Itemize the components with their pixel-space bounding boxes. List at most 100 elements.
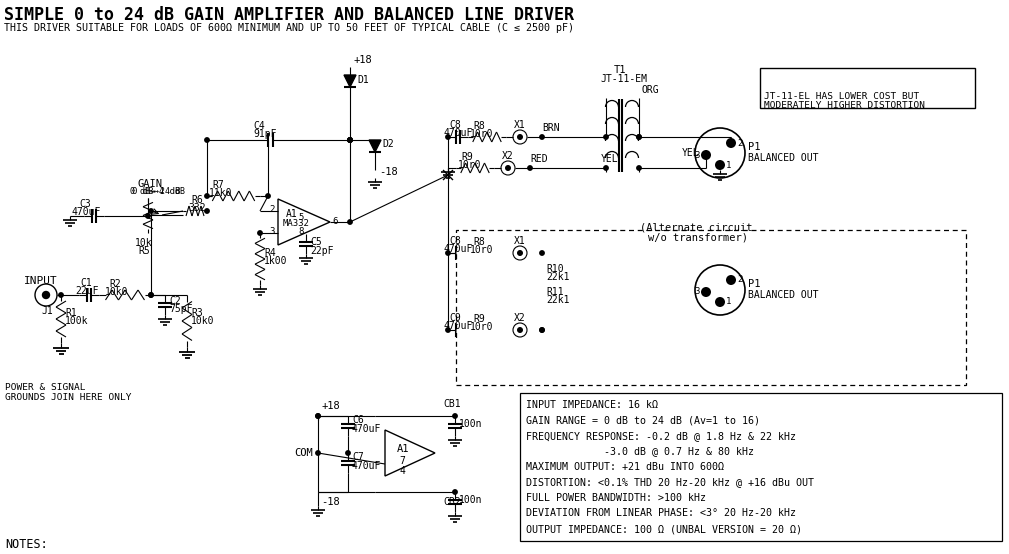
Circle shape (346, 451, 350, 455)
Circle shape (603, 166, 608, 170)
Text: FREQUENCY RESPONSE: -0.2 dB @ 1.8 Hz & 22 kHz: FREQUENCY RESPONSE: -0.2 dB @ 1.8 Hz & 2… (526, 431, 796, 441)
Text: 470uF: 470uF (352, 424, 381, 434)
Text: C3: C3 (79, 199, 91, 209)
Text: R2: R2 (109, 279, 121, 289)
Circle shape (637, 166, 641, 170)
Text: 5: 5 (298, 213, 304, 223)
Text: D2: D2 (382, 139, 394, 149)
Circle shape (348, 220, 352, 224)
Text: MODERATELY HIGHER DISTORTION: MODERATELY HIGHER DISTORTION (764, 101, 925, 110)
Text: GAIN: GAIN (138, 179, 163, 189)
Text: 8: 8 (298, 228, 304, 237)
Text: 22pF: 22pF (310, 246, 334, 256)
Text: R10: R10 (546, 264, 564, 274)
Text: 100k: 100k (65, 316, 89, 326)
Text: 470uF: 470uF (443, 244, 472, 254)
Circle shape (701, 287, 711, 297)
Text: X2: X2 (514, 313, 526, 323)
Text: J1: J1 (41, 306, 52, 316)
Text: +18: +18 (353, 55, 371, 65)
Text: CB2: CB2 (443, 497, 461, 507)
Circle shape (517, 250, 523, 256)
Text: 100n: 100n (459, 419, 482, 429)
Text: COM: COM (295, 448, 313, 458)
Circle shape (316, 414, 320, 418)
Circle shape (715, 297, 725, 307)
Text: 10k0: 10k0 (191, 316, 215, 326)
Text: 3: 3 (269, 228, 275, 237)
Text: w/o transformer): w/o transformer) (648, 233, 748, 243)
Text: C9: C9 (449, 313, 461, 323)
Text: +18: +18 (321, 401, 340, 411)
Text: 1: 1 (726, 297, 732, 306)
Text: 3: 3 (694, 288, 699, 296)
Text: R4: R4 (264, 248, 275, 258)
Text: DEVIATION FROM LINEAR PHASE: <3° 20 Hz-20 kHz: DEVIATION FROM LINEAR PHASE: <3° 20 Hz-2… (526, 509, 796, 519)
Bar (456, 230, 966, 385)
Text: 10r0: 10r0 (470, 245, 493, 255)
Text: 0 dB↔ 24 dB: 0 dB↔ 24 dB (130, 187, 185, 197)
Text: C6: C6 (352, 415, 364, 425)
Text: ORG: ORG (641, 85, 659, 95)
Circle shape (726, 275, 736, 285)
Text: -18: -18 (379, 167, 398, 177)
Circle shape (453, 490, 457, 494)
Circle shape (715, 160, 725, 170)
Circle shape (348, 138, 352, 142)
Text: NOTES:: NOTES: (5, 538, 47, 551)
Bar (760, 68, 975, 108)
Text: R8: R8 (473, 237, 484, 247)
Text: FULL POWER BANDWIDTH: >100 kHz: FULL POWER BANDWIDTH: >100 kHz (526, 493, 706, 503)
Text: 10k: 10k (135, 238, 152, 248)
Text: R9: R9 (473, 314, 484, 324)
Text: 22uF: 22uF (75, 286, 99, 296)
Text: POWER & SIGNAL: POWER & SIGNAL (5, 383, 86, 392)
Text: 1k00: 1k00 (264, 256, 288, 266)
Circle shape (148, 293, 153, 297)
Circle shape (205, 194, 209, 198)
Circle shape (446, 135, 450, 139)
Circle shape (265, 194, 270, 198)
Text: C8: C8 (449, 120, 461, 130)
Text: RED: RED (530, 154, 548, 164)
Text: -18: -18 (321, 497, 340, 507)
Text: SIMPLE 0 to 24 dB GAIN AMPLIFIER AND BALANCED LINE DRIVER: SIMPLE 0 to 24 dB GAIN AMPLIFIER AND BAL… (4, 6, 574, 24)
Text: 22k1: 22k1 (546, 295, 569, 305)
Text: C1: C1 (80, 278, 92, 288)
Circle shape (42, 291, 49, 299)
Circle shape (148, 209, 153, 213)
Circle shape (148, 293, 153, 297)
Text: C7: C7 (352, 452, 364, 462)
Text: 470uF: 470uF (443, 128, 472, 138)
Text: 332: 332 (188, 203, 206, 213)
Circle shape (258, 231, 262, 235)
Text: R3: R3 (191, 308, 203, 318)
Circle shape (453, 414, 457, 418)
Circle shape (316, 451, 320, 455)
Text: A1: A1 (397, 444, 410, 454)
Text: CB1: CB1 (443, 399, 461, 409)
Text: INPUT: INPUT (24, 276, 58, 286)
Text: 10r0: 10r0 (458, 160, 481, 170)
Circle shape (348, 138, 352, 142)
Text: 2: 2 (737, 138, 743, 147)
Circle shape (637, 135, 641, 139)
Text: 10r0: 10r0 (470, 129, 493, 139)
Text: GAIN RANGE = 0 dB to 24 dB (Av=1 to 16): GAIN RANGE = 0 dB to 24 dB (Av=1 to 16) (526, 416, 760, 425)
Text: R6: R6 (191, 195, 203, 205)
Text: 1: 1 (726, 161, 732, 170)
Text: R5: R5 (138, 246, 150, 256)
Text: 10k0: 10k0 (105, 287, 128, 297)
Circle shape (446, 251, 450, 255)
Text: THIS DRIVER SUITABLE FOR LOADS OF 600Ω MINIMUM AND UP TO 50 FEET OF TYPICAL CABL: THIS DRIVER SUITABLE FOR LOADS OF 600Ω M… (4, 23, 574, 33)
Circle shape (540, 135, 544, 139)
Text: 4: 4 (399, 466, 405, 476)
Text: X2: X2 (502, 151, 514, 161)
Circle shape (205, 138, 209, 142)
Circle shape (701, 150, 711, 160)
Circle shape (517, 134, 523, 140)
Text: P1: P1 (748, 142, 761, 152)
Text: 11k0: 11k0 (209, 188, 232, 198)
Text: 7: 7 (399, 456, 405, 466)
Text: INPUT IMPEDANCE: 16 kΩ: INPUT IMPEDANCE: 16 kΩ (526, 400, 658, 410)
